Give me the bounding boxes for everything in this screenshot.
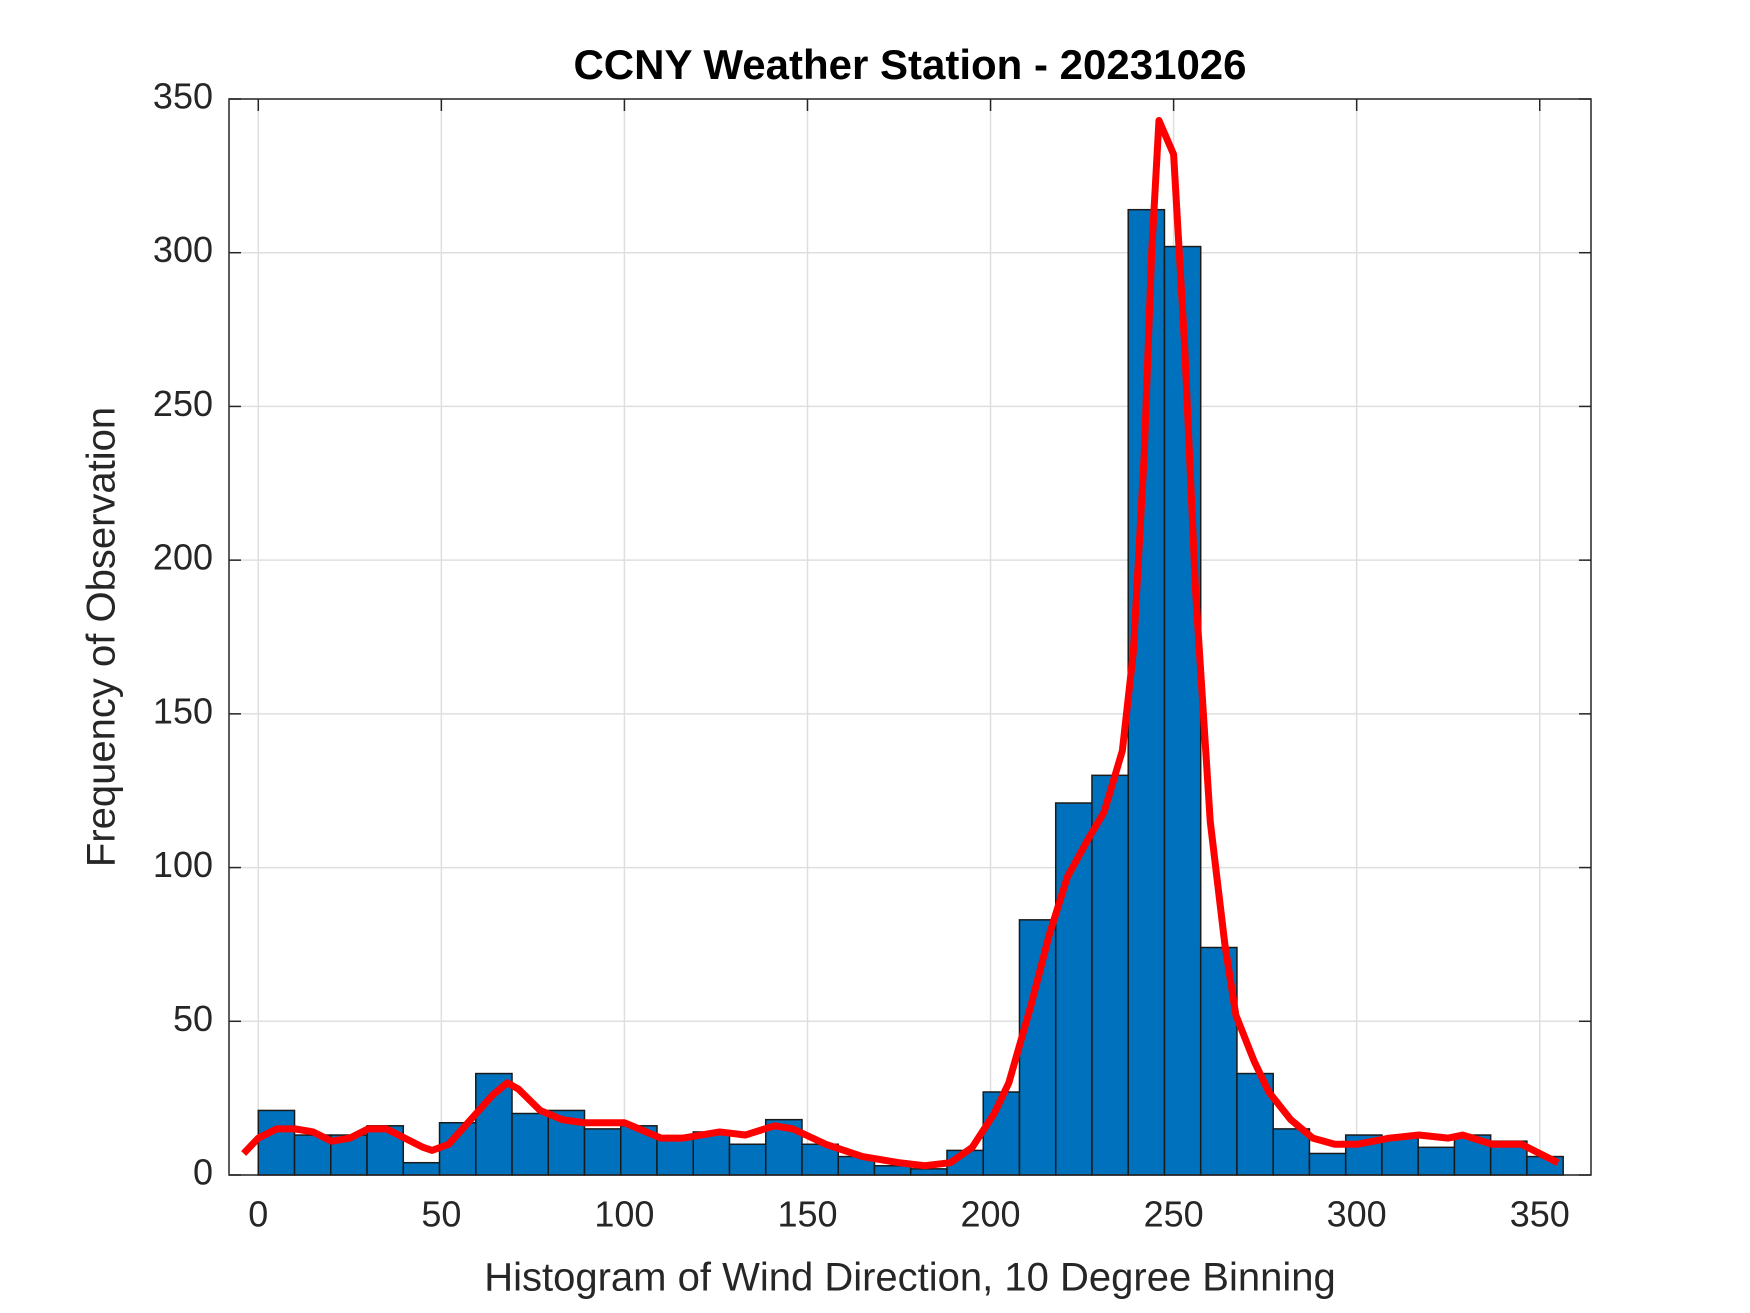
y-tick-label: 150 — [153, 690, 213, 731]
x-tick-label: 150 — [777, 1194, 837, 1235]
bar — [728, 1143, 767, 1176]
x-tick-label: 50 — [421, 1194, 461, 1235]
x-tick-label: 200 — [961, 1194, 1021, 1235]
y-axis-label: Frequency of Observation — [80, 407, 124, 867]
bar — [1018, 919, 1057, 1176]
y-tick-label: 50 — [173, 998, 213, 1039]
y-tick-label: 0 — [193, 1152, 213, 1193]
x-tick-label: 0 — [248, 1194, 268, 1235]
bar — [1308, 1152, 1347, 1176]
bar — [257, 1109, 296, 1176]
x-tick-label: 300 — [1327, 1194, 1387, 1235]
y-tick-label: 200 — [153, 537, 213, 578]
plot-area — [229, 99, 1591, 1175]
y-tick-label: 350 — [153, 76, 213, 117]
y-tick-label: 100 — [153, 844, 213, 885]
density-line — [241, 117, 1560, 1170]
bar — [583, 1128, 622, 1176]
x-tick-label: 250 — [1144, 1194, 1204, 1235]
plot-frame — [228, 98, 1592, 1176]
bar — [1163, 245, 1202, 1176]
y-tick-label: 250 — [153, 383, 213, 424]
bar — [1381, 1137, 1419, 1176]
bar — [1417, 1146, 1456, 1176]
bar — [511, 1112, 550, 1176]
bar — [1272, 1128, 1311, 1176]
bar — [475, 1072, 513, 1176]
y-tick-label: 300 — [153, 229, 213, 270]
bar — [402, 1161, 441, 1176]
bar — [1091, 774, 1129, 1176]
bar — [873, 1165, 912, 1176]
chart-title: CCNY Weather Station - 20231026 — [573, 41, 1246, 88]
bar — [909, 1168, 948, 1176]
x-tick-label: 100 — [594, 1194, 654, 1235]
bar — [656, 1137, 695, 1176]
x-axis-label: Histogram of Wind Direction, 10 Degree B… — [484, 1256, 1336, 1300]
x-tick-label: 350 — [1510, 1194, 1570, 1235]
